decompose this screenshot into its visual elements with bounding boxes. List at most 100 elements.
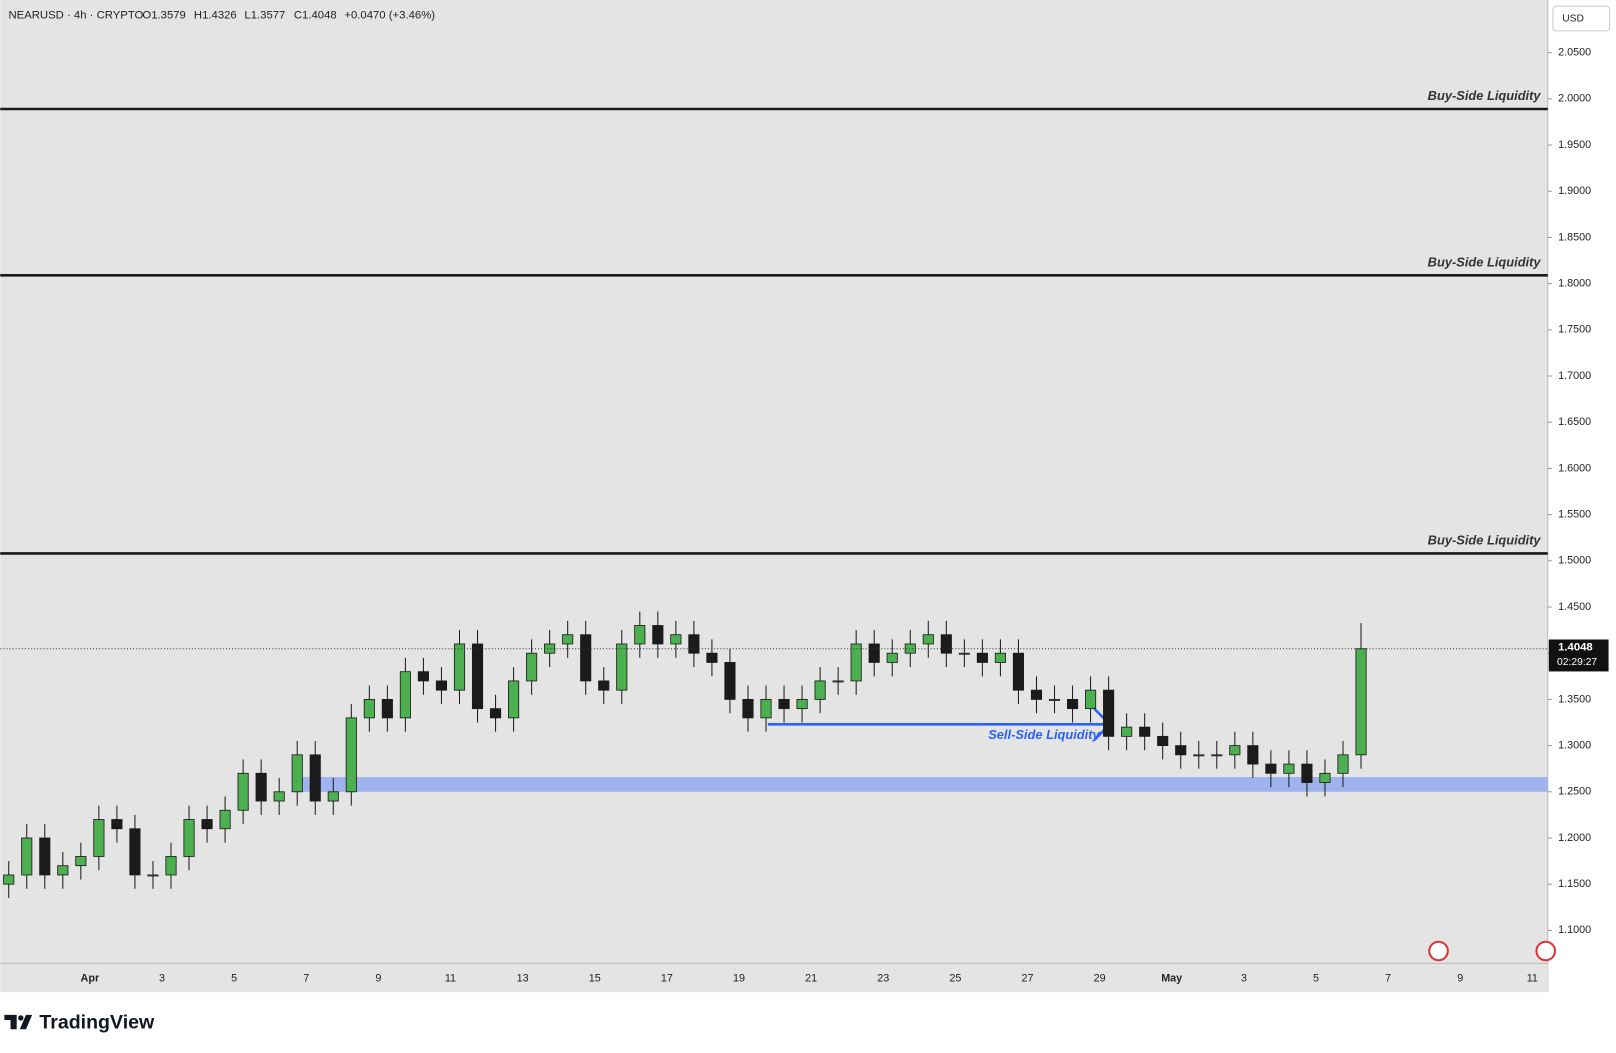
time-axis: [0, 963, 1548, 993]
countdown: 02:29:27: [1557, 657, 1597, 668]
candle-body: [796, 698, 808, 710]
candle-body: [471, 643, 484, 710]
candle-body: [417, 671, 429, 682]
candle-body: [255, 772, 267, 802]
candle-body: [1066, 698, 1079, 710]
brand: TradingView: [39, 1011, 155, 1033]
x-tick-label: 11: [1527, 973, 1538, 985]
candle-body: [922, 634, 934, 645]
candle-body: [850, 643, 862, 682]
ohlc-high: H1.4326: [194, 9, 237, 21]
ohlc-low: L1.3577: [244, 9, 285, 21]
candle-body: [1048, 698, 1061, 701]
y-tick-label: 1.1000: [1558, 924, 1591, 936]
candle-body: [1139, 726, 1151, 737]
y-tick-label: 1.2000: [1558, 832, 1591, 844]
candle-body: [363, 698, 375, 719]
y-tick-label: 1.7500: [1558, 324, 1591, 336]
candle-body: [1085, 689, 1097, 710]
candle-body: [670, 634, 682, 645]
candle-body: [75, 856, 87, 867]
candle-body: [1229, 745, 1241, 756]
logo: [4, 1014, 33, 1030]
candle-body: [93, 819, 105, 857]
candle-body: [57, 865, 69, 876]
liquidity-zone: [295, 777, 1548, 792]
candle-body: [237, 772, 249, 811]
currency-button[interactable]: [1552, 5, 1611, 32]
plot-area: [0, 0, 1548, 964]
candle-body: [1211, 754, 1223, 757]
candle-body: [652, 625, 664, 645]
candle-body: [1030, 689, 1043, 700]
sell-side-label: Sell-Side Liquidity: [988, 727, 1100, 742]
candle-body: [760, 698, 772, 719]
candle-body: [580, 634, 592, 682]
y-tick-label: 1.3000: [1558, 739, 1591, 751]
x-tick-label: 19: [733, 973, 745, 985]
candle-body: [526, 652, 538, 682]
candle-body: [940, 634, 952, 654]
candle-body: [381, 698, 393, 719]
x-tick-label: 7: [303, 973, 309, 985]
event-icon[interactable]: [1535, 940, 1557, 962]
x-tick-label: 13: [517, 973, 529, 985]
y-tick-label: 1.1500: [1558, 878, 1591, 890]
last-price-label: 1.4048: [1558, 642, 1593, 654]
y-tick-label: 1.9000: [1558, 185, 1591, 197]
x-tick-label: 5: [1313, 973, 1319, 985]
y-tick-label: 1.5500: [1558, 508, 1591, 520]
candle-body: [598, 680, 610, 691]
y-tick-label: 1.7000: [1558, 370, 1591, 382]
candle-body: [616, 643, 628, 691]
y-tick-label: 2.0500: [1558, 47, 1591, 59]
candle-body: [1319, 772, 1331, 783]
x-tick-label: 3: [1241, 973, 1247, 985]
candle-body: [1193, 754, 1205, 757]
candle-body: [1103, 689, 1115, 737]
candle-body: [1337, 754, 1349, 774]
ohlc-open: O1.3579: [142, 9, 185, 21]
candle-body: [1247, 745, 1259, 765]
y-tick-label: 1.3500: [1558, 693, 1591, 705]
candle-body: [21, 837, 33, 876]
candle-body: [508, 680, 520, 719]
x-tick-label: 29: [1094, 973, 1106, 985]
candle-body: [3, 874, 15, 885]
candle-body: [345, 717, 357, 793]
x-tick-label: 11: [445, 973, 456, 985]
candle-body: [399, 671, 411, 719]
candle-body: [994, 652, 1006, 663]
candle-body: [1175, 745, 1187, 756]
candle-body: [1121, 726, 1133, 737]
x-tick-label: 9: [375, 973, 381, 985]
candle-body: [634, 625, 646, 645]
candle-body: [129, 828, 141, 876]
x-tick-label: 3: [159, 973, 165, 985]
buy-side-label: Buy-Side Liquidity: [1428, 532, 1542, 547]
candle-body: [1301, 763, 1313, 783]
candle-body: [273, 791, 285, 802]
candle-body: [453, 643, 466, 691]
candle-body: [111, 819, 123, 830]
candle-body: [544, 643, 556, 654]
candle-body: [832, 680, 844, 683]
candle-body: [489, 708, 502, 719]
candle-body: [1265, 763, 1277, 774]
candle-body: [39, 837, 51, 876]
x-tick-label: 23: [877, 973, 889, 985]
y-tick-label: 1.8500: [1558, 231, 1591, 243]
chart-layer: 2.0500 2.0000 1.9500 1.9000 1.8500 1.8000 1.75…: [0, 47, 1591, 985]
candle-body: [183, 819, 195, 857]
buy-side-label: Buy-Side Liquidity: [1428, 88, 1542, 103]
event-icon[interactable]: [1428, 940, 1449, 962]
currency[interactable]: USD: [1562, 13, 1584, 24]
y-tick-label: 1.9500: [1558, 139, 1591, 151]
candle-body: [165, 856, 177, 876]
y-tick-label: 1.5000: [1558, 555, 1591, 567]
candle-body: [1355, 648, 1367, 756]
candle-body: [742, 698, 754, 719]
candle-body: [147, 874, 159, 877]
candle-body: [1283, 763, 1295, 774]
